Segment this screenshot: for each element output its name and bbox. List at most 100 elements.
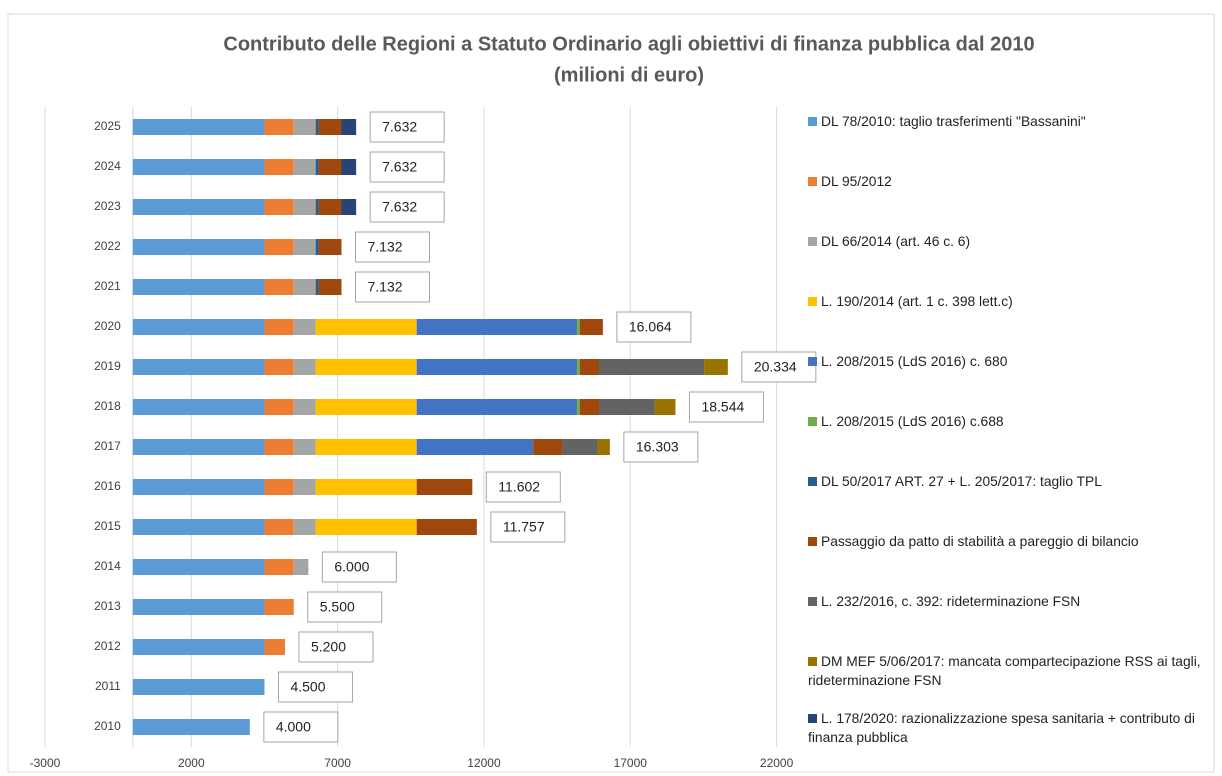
legend-swatch xyxy=(808,657,817,666)
bar-segment xyxy=(704,359,728,375)
chart-title: Contributo delle Regioni a Statuto Ordin… xyxy=(223,33,1034,55)
bar-segment xyxy=(416,519,477,535)
y-tick-label: 2016 xyxy=(94,479,121,493)
y-tick-label: 2014 xyxy=(94,559,121,573)
legend-item: DM MEF 5/06/2017: mancata compartecipazi… xyxy=(808,652,1208,690)
legend-swatch xyxy=(808,177,817,186)
legend-item: Passaggio da patto di stabilità a paregg… xyxy=(808,532,1208,551)
legend-label: Passaggio da patto di stabilità a paregg… xyxy=(821,534,1139,549)
y-tick-label: 2018 xyxy=(94,399,121,413)
bar-segment xyxy=(533,439,563,455)
legend-label: L. 190/2014 (art. 1 c. 398 lett.c) xyxy=(821,294,1013,309)
total-label: 7.632 xyxy=(382,119,417,135)
y-tick-label: 2023 xyxy=(94,199,121,213)
legend-item: DL 50/2017 ART. 27 + L. 205/2017: taglio… xyxy=(808,472,1208,491)
total-label-box xyxy=(354,231,430,263)
total-label-box xyxy=(298,631,374,663)
bar-segment xyxy=(132,559,265,575)
total-label-box xyxy=(307,591,383,623)
bar-segment xyxy=(132,719,250,735)
bar-segment xyxy=(293,479,316,495)
legend-swatch xyxy=(808,537,817,546)
bar-segment xyxy=(132,519,265,535)
total-label: 11.602 xyxy=(498,479,540,495)
bar-segment xyxy=(132,399,265,415)
total-label: 11.757 xyxy=(503,519,545,535)
bar-segment xyxy=(416,359,578,375)
bar-segment xyxy=(264,399,294,415)
total-label-box xyxy=(688,391,764,423)
bar-segment xyxy=(293,399,316,415)
total-label: 16.064 xyxy=(629,319,672,335)
y-tick-label: 2020 xyxy=(94,319,121,333)
total-label-box xyxy=(369,151,445,183)
bar-segment xyxy=(264,199,294,215)
bar-segment xyxy=(293,159,316,175)
bar-segment xyxy=(315,319,417,335)
bar-segment xyxy=(579,359,600,375)
legend-swatch xyxy=(808,417,817,426)
total-label-box xyxy=(354,271,430,303)
bar-segment xyxy=(264,559,294,575)
bar-segment xyxy=(293,359,316,375)
bar-segment xyxy=(416,479,473,495)
bar-segment xyxy=(318,119,342,135)
total-label-box xyxy=(321,551,397,583)
legend-item: L. 232/2016, c. 392: rideterminazione FS… xyxy=(808,592,1208,611)
bar-segment xyxy=(132,359,265,375)
legend-label: L. 208/2015 (LdS 2016) c.688 xyxy=(821,414,1004,429)
x-tick-label: 2000 xyxy=(178,756,205,770)
bar-segment xyxy=(318,159,342,175)
total-label: 5.200 xyxy=(311,639,346,655)
total-label: 20.334 xyxy=(754,359,797,375)
bar-segment xyxy=(132,279,265,295)
total-label: 5.500 xyxy=(320,599,355,615)
bar-segment xyxy=(318,199,342,215)
legend-item: L. 208/2015 (LdS 2016) c.688 xyxy=(808,412,1208,431)
total-label-box xyxy=(616,311,692,343)
bar-segment xyxy=(577,319,580,335)
bar-segment xyxy=(315,399,417,415)
y-tick-label: 2019 xyxy=(94,359,121,373)
bar-segment xyxy=(293,439,316,455)
bar-segment xyxy=(132,239,265,255)
y-tick-label: 2022 xyxy=(94,239,121,253)
bar-segment xyxy=(315,279,319,295)
x-tick-label: 12000 xyxy=(467,756,501,770)
bar-segment xyxy=(341,119,357,135)
bar-segment xyxy=(341,159,357,175)
legend-item: L. 178/2020: razionalizzazione spesa san… xyxy=(808,709,1208,747)
bar-segment xyxy=(264,639,285,655)
bar-segment xyxy=(416,399,578,415)
bar-segment xyxy=(577,399,580,415)
legend-swatch xyxy=(808,714,817,723)
bar-segment xyxy=(654,399,676,415)
bar-segment xyxy=(264,439,294,455)
y-tick-label: 2011 xyxy=(95,679,121,693)
bar-segment xyxy=(264,319,294,335)
chart-subtitle: (milioni di euro) xyxy=(554,64,704,86)
y-tick-label: 2024 xyxy=(94,159,121,173)
total-label: 7.632 xyxy=(382,159,417,175)
bar-segment xyxy=(293,559,309,575)
total-label-box xyxy=(369,191,445,223)
legend-label: L. 178/2020: razionalizzazione spesa san… xyxy=(808,711,1195,745)
legend-label: DL 78/2010: taglio trasferimenti "Bassan… xyxy=(821,114,1086,129)
x-tick-label: -3000 xyxy=(30,756,61,770)
bar-segment xyxy=(315,119,319,135)
bar-segment xyxy=(599,399,655,415)
total-label: 16.303 xyxy=(636,439,679,455)
x-tick-label: 7000 xyxy=(324,756,351,770)
bar-segment xyxy=(293,279,316,295)
bar-segment xyxy=(264,119,294,135)
total-label-box xyxy=(485,471,561,503)
bar-segment xyxy=(293,199,316,215)
total-label: 6.000 xyxy=(334,559,369,575)
total-label-box xyxy=(490,511,566,543)
bar-segment xyxy=(132,439,265,455)
total-label: 4.000 xyxy=(276,719,311,735)
bar-segment xyxy=(315,159,319,175)
bar-segment xyxy=(264,479,294,495)
